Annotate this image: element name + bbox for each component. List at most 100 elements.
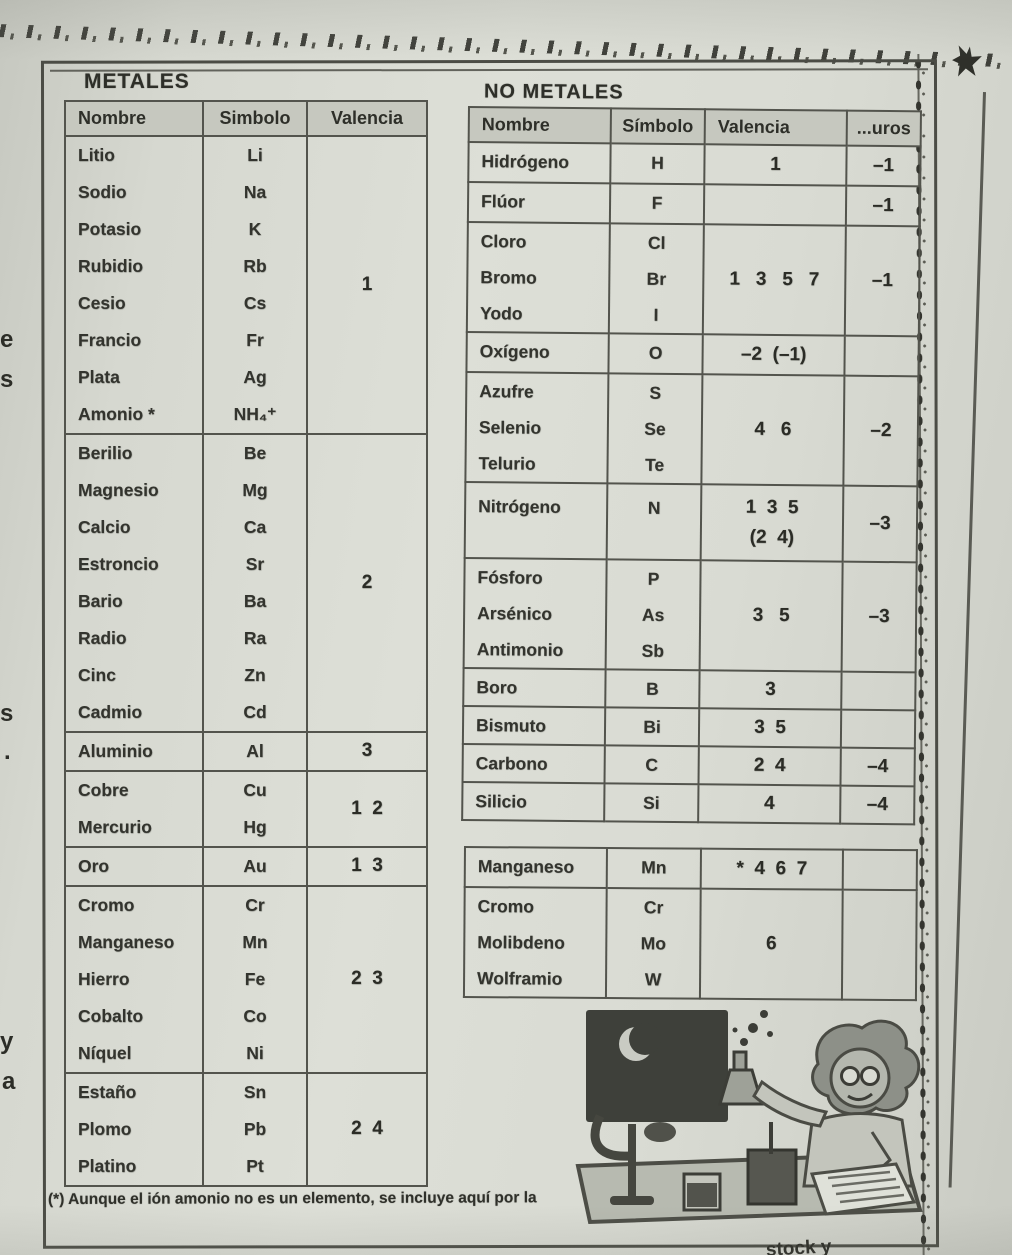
element-symbol: Pb bbox=[243, 1119, 267, 1139]
stand-base bbox=[610, 1196, 654, 1205]
element-name: Cesio bbox=[78, 293, 126, 313]
uros-value bbox=[841, 671, 916, 711]
element-symbol: Mn bbox=[242, 932, 268, 952]
element-name: Estroncio bbox=[78, 554, 159, 574]
uros-value bbox=[842, 849, 917, 891]
element-symbol: Fe bbox=[244, 969, 266, 989]
stand-pole bbox=[628, 1124, 636, 1200]
beaker bbox=[746, 1148, 798, 1206]
element-symbol: Mn bbox=[641, 857, 667, 878]
valencia-value: 1 3 5 7 bbox=[702, 224, 846, 336]
element-symbol: Co bbox=[243, 1006, 267, 1026]
bubble bbox=[767, 1031, 773, 1037]
element-name: Bromo bbox=[480, 267, 537, 288]
header-uros: ...uros bbox=[846, 110, 921, 147]
uros-value: –1 bbox=[844, 225, 920, 337]
valencia-value: 3 bbox=[699, 670, 842, 710]
clamp bbox=[644, 1122, 676, 1142]
valencia-group: Oro Au 1 3 bbox=[64, 846, 428, 887]
element-symbol: Sr bbox=[245, 554, 265, 574]
element-name: Bario bbox=[78, 591, 123, 611]
valencia-value: 4 bbox=[698, 784, 841, 824]
element-symbol: Rb bbox=[243, 256, 267, 276]
valencia-value: 2 bbox=[306, 433, 428, 733]
margin-letter: y bbox=[0, 1028, 14, 1055]
margin-letter: s bbox=[0, 700, 14, 727]
header-valencia: Valencia bbox=[704, 109, 847, 146]
element-symbol: S bbox=[649, 382, 662, 403]
element-symbol: O bbox=[648, 342, 663, 363]
element-symbol: N bbox=[647, 497, 661, 518]
night-window bbox=[586, 1010, 728, 1122]
element-name: Calcio bbox=[78, 517, 131, 537]
valencia-value: 3 bbox=[306, 731, 428, 772]
element-name: Litio bbox=[78, 145, 115, 165]
header-simbolo: Simbolo bbox=[202, 100, 308, 137]
element-name: Boro bbox=[476, 677, 518, 698]
element-symbol: Li bbox=[247, 145, 263, 165]
element-symbol: Br bbox=[646, 268, 667, 289]
element-symbol: Cu bbox=[243, 780, 267, 800]
element-symbol: F bbox=[651, 192, 663, 213]
margin-letter: e bbox=[0, 326, 14, 353]
margin-letter: a bbox=[2, 1068, 16, 1095]
valencia-group: Manganeso Mn * 4 6 7 bbox=[464, 847, 917, 891]
uros-value bbox=[841, 889, 917, 1001]
element-name: Manganeso bbox=[477, 856, 575, 877]
element-name: Carbono bbox=[475, 753, 548, 774]
element-name: Estaño bbox=[78, 1082, 137, 1102]
metales-title: METALES bbox=[84, 70, 190, 93]
valencia-value: 3 5 bbox=[698, 708, 842, 748]
bubble bbox=[748, 1023, 758, 1033]
scientist-figure bbox=[752, 1019, 921, 1188]
uros-value: –4 bbox=[840, 747, 915, 787]
element-name: Flúor bbox=[480, 191, 525, 212]
bubble bbox=[732, 1027, 738, 1033]
element-symbol: Te bbox=[644, 454, 665, 475]
valencia-group: Hidrógeno H 1 –1 bbox=[468, 142, 921, 187]
valencia-group: Oxígeno O –2 (–1) bbox=[466, 331, 919, 377]
element-name: Wolframio bbox=[477, 968, 563, 989]
element-symbol: Al bbox=[246, 741, 264, 761]
element-symbol: NH₄⁺ bbox=[233, 404, 277, 424]
element-symbol: Sb bbox=[641, 640, 665, 661]
valencia-group: Flúor F –1 bbox=[467, 182, 921, 227]
element-name: Cloro bbox=[480, 231, 527, 252]
metales-transicion-table: Manganeso Mn * 4 6 7 Cromo Molibdeno Wol… bbox=[463, 846, 918, 1001]
element-name: Hidrógeno bbox=[481, 151, 570, 172]
metales-header-row: Nombre Simbolo Valencia bbox=[64, 100, 428, 137]
element-symbol: Ni bbox=[246, 1043, 264, 1063]
element-name: Cobalto bbox=[78, 1006, 144, 1026]
element-symbol: Cs bbox=[243, 293, 267, 313]
valencia-value bbox=[703, 184, 847, 226]
element-symbol: Si bbox=[642, 792, 660, 813]
element-symbol: Pt bbox=[246, 1156, 264, 1176]
element-symbol: Cl bbox=[647, 232, 666, 253]
valencia-value: 4 6 bbox=[701, 374, 845, 486]
element-symbol: Fr bbox=[246, 330, 264, 350]
valencia-value: * 4 6 7 bbox=[700, 848, 843, 890]
element-symbol: Sn bbox=[243, 1082, 267, 1102]
uros-value: –3 bbox=[842, 485, 918, 563]
uros-value: –2 bbox=[843, 375, 919, 487]
element-name: Plata bbox=[78, 367, 120, 387]
header-simbolo: Símbolo bbox=[610, 108, 705, 145]
uros-value: –3 bbox=[841, 561, 917, 673]
element-symbol: Mg bbox=[242, 480, 268, 500]
element-symbol: Be bbox=[243, 443, 267, 463]
element-symbol: Zn bbox=[244, 665, 266, 685]
no-metales-header-row: Nombre Símbolo Valencia ...uros bbox=[468, 107, 921, 147]
element-name: Magnesio bbox=[78, 480, 159, 500]
uros-value: –1 bbox=[846, 145, 921, 187]
valencia-group: Cromo Manganeso Hierro Cobalto Níquel Cr… bbox=[64, 885, 428, 1074]
element-name: Telurio bbox=[478, 453, 536, 474]
valencia-value: 1 bbox=[704, 144, 847, 186]
element-name: Bismuto bbox=[475, 715, 547, 736]
element-name: Hierro bbox=[78, 969, 130, 989]
valencia-value: 6 bbox=[699, 888, 843, 1000]
element-name: Oro bbox=[78, 856, 110, 876]
element-symbol: Se bbox=[644, 418, 666, 439]
element-name: Rubidio bbox=[78, 256, 144, 276]
element-symbol: Cr bbox=[643, 897, 664, 918]
element-symbol: Au bbox=[243, 856, 267, 876]
